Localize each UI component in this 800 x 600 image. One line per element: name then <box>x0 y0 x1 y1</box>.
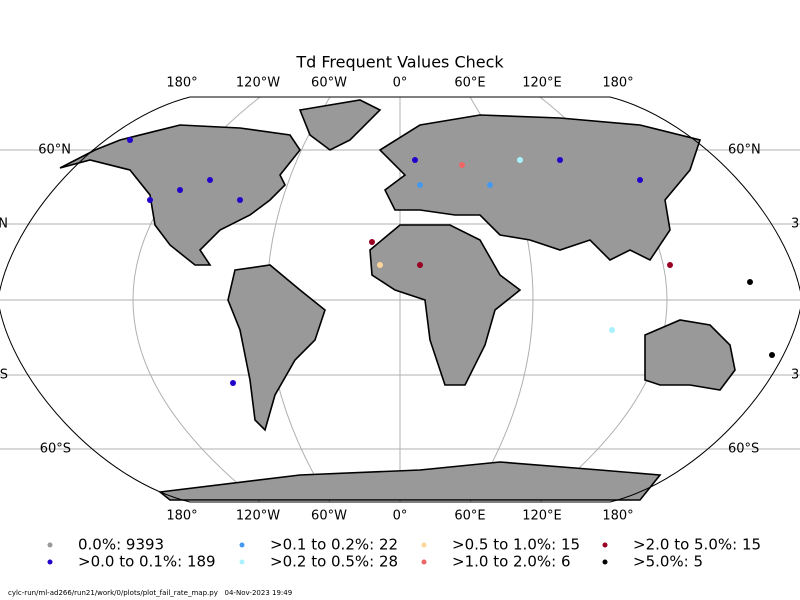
greenland <box>298 99 382 151</box>
lon-label: 180° <box>602 509 633 524</box>
lon-label: 60°E <box>454 509 485 524</box>
lat-label: 60°S <box>728 442 759 457</box>
lon-label: 0° <box>393 509 408 524</box>
antarctica <box>158 461 662 501</box>
lon-label: 60°W <box>311 76 347 91</box>
lon-label: 180° <box>602 76 633 91</box>
lat-label: 60°S <box>40 442 71 457</box>
legend-marker <box>239 559 245 565</box>
legend-label: >0.2 to 0.5%: 28 <box>270 553 398 571</box>
africa <box>369 224 522 386</box>
legend-marker <box>602 559 608 565</box>
australia <box>644 319 736 391</box>
legend-marker <box>47 559 53 565</box>
legend-label: >5.0%: 5 <box>633 553 703 571</box>
legend-marker <box>47 542 53 548</box>
north-america <box>59 124 301 266</box>
lat-label: 60°N <box>38 143 71 158</box>
lon-label: 0° <box>393 76 408 91</box>
legend-marker <box>602 542 608 548</box>
legend-label: >0.5 to 1.0%: 15 <box>452 536 580 554</box>
legend: 0.0%: 9393>0.0 to 0.1%: 189 >0.1 to 0.2%:… <box>47 536 761 571</box>
lon-label: 120°W <box>236 509 280 524</box>
lon-label: 180° <box>166 76 197 91</box>
lat-label: 30°S <box>791 368 800 383</box>
legend-marker <box>421 542 427 548</box>
legend-label: >0.1 to 0.2%: 22 <box>270 536 398 554</box>
eurasia <box>378 114 702 262</box>
lat-label: 30°N <box>791 217 800 232</box>
legend-label: 0.0%: 9393 <box>78 536 164 554</box>
lat-label: 60°N <box>728 143 761 158</box>
lon-label: 120°E <box>522 76 562 91</box>
legend-label: >1.0 to 2.0%: 6 <box>452 553 571 571</box>
lon-label: 60°E <box>454 76 485 91</box>
land <box>59 99 736 501</box>
lon-label: 180° <box>166 509 197 524</box>
legend-label: >0.0 to 0.1%: 189 <box>78 553 216 571</box>
title: Td Frequent Values Check <box>295 53 504 72</box>
lon-label: 120°E <box>522 509 562 524</box>
lon-label: 120°W <box>236 76 280 91</box>
graticule-labels: 180° 120°W 60°W 0° 60°E 120°E 180° 180° 120°W 60°… <box>0 76 800 524</box>
lon-label: 60°W <box>311 509 347 524</box>
lat-label: 30°S <box>0 368 8 383</box>
lat-label: 30°N <box>0 217 8 232</box>
legend-marker <box>421 559 427 565</box>
legend-marker <box>239 542 245 548</box>
map-body <box>0 96 800 503</box>
legend-label: >2.0 to 5.0%: 15 <box>633 536 761 554</box>
south-america <box>227 264 326 432</box>
footer: cylc-run/ml-ad266/run21/work/0/plots/plo… <box>8 589 292 597</box>
station-markers <box>127 137 775 386</box>
